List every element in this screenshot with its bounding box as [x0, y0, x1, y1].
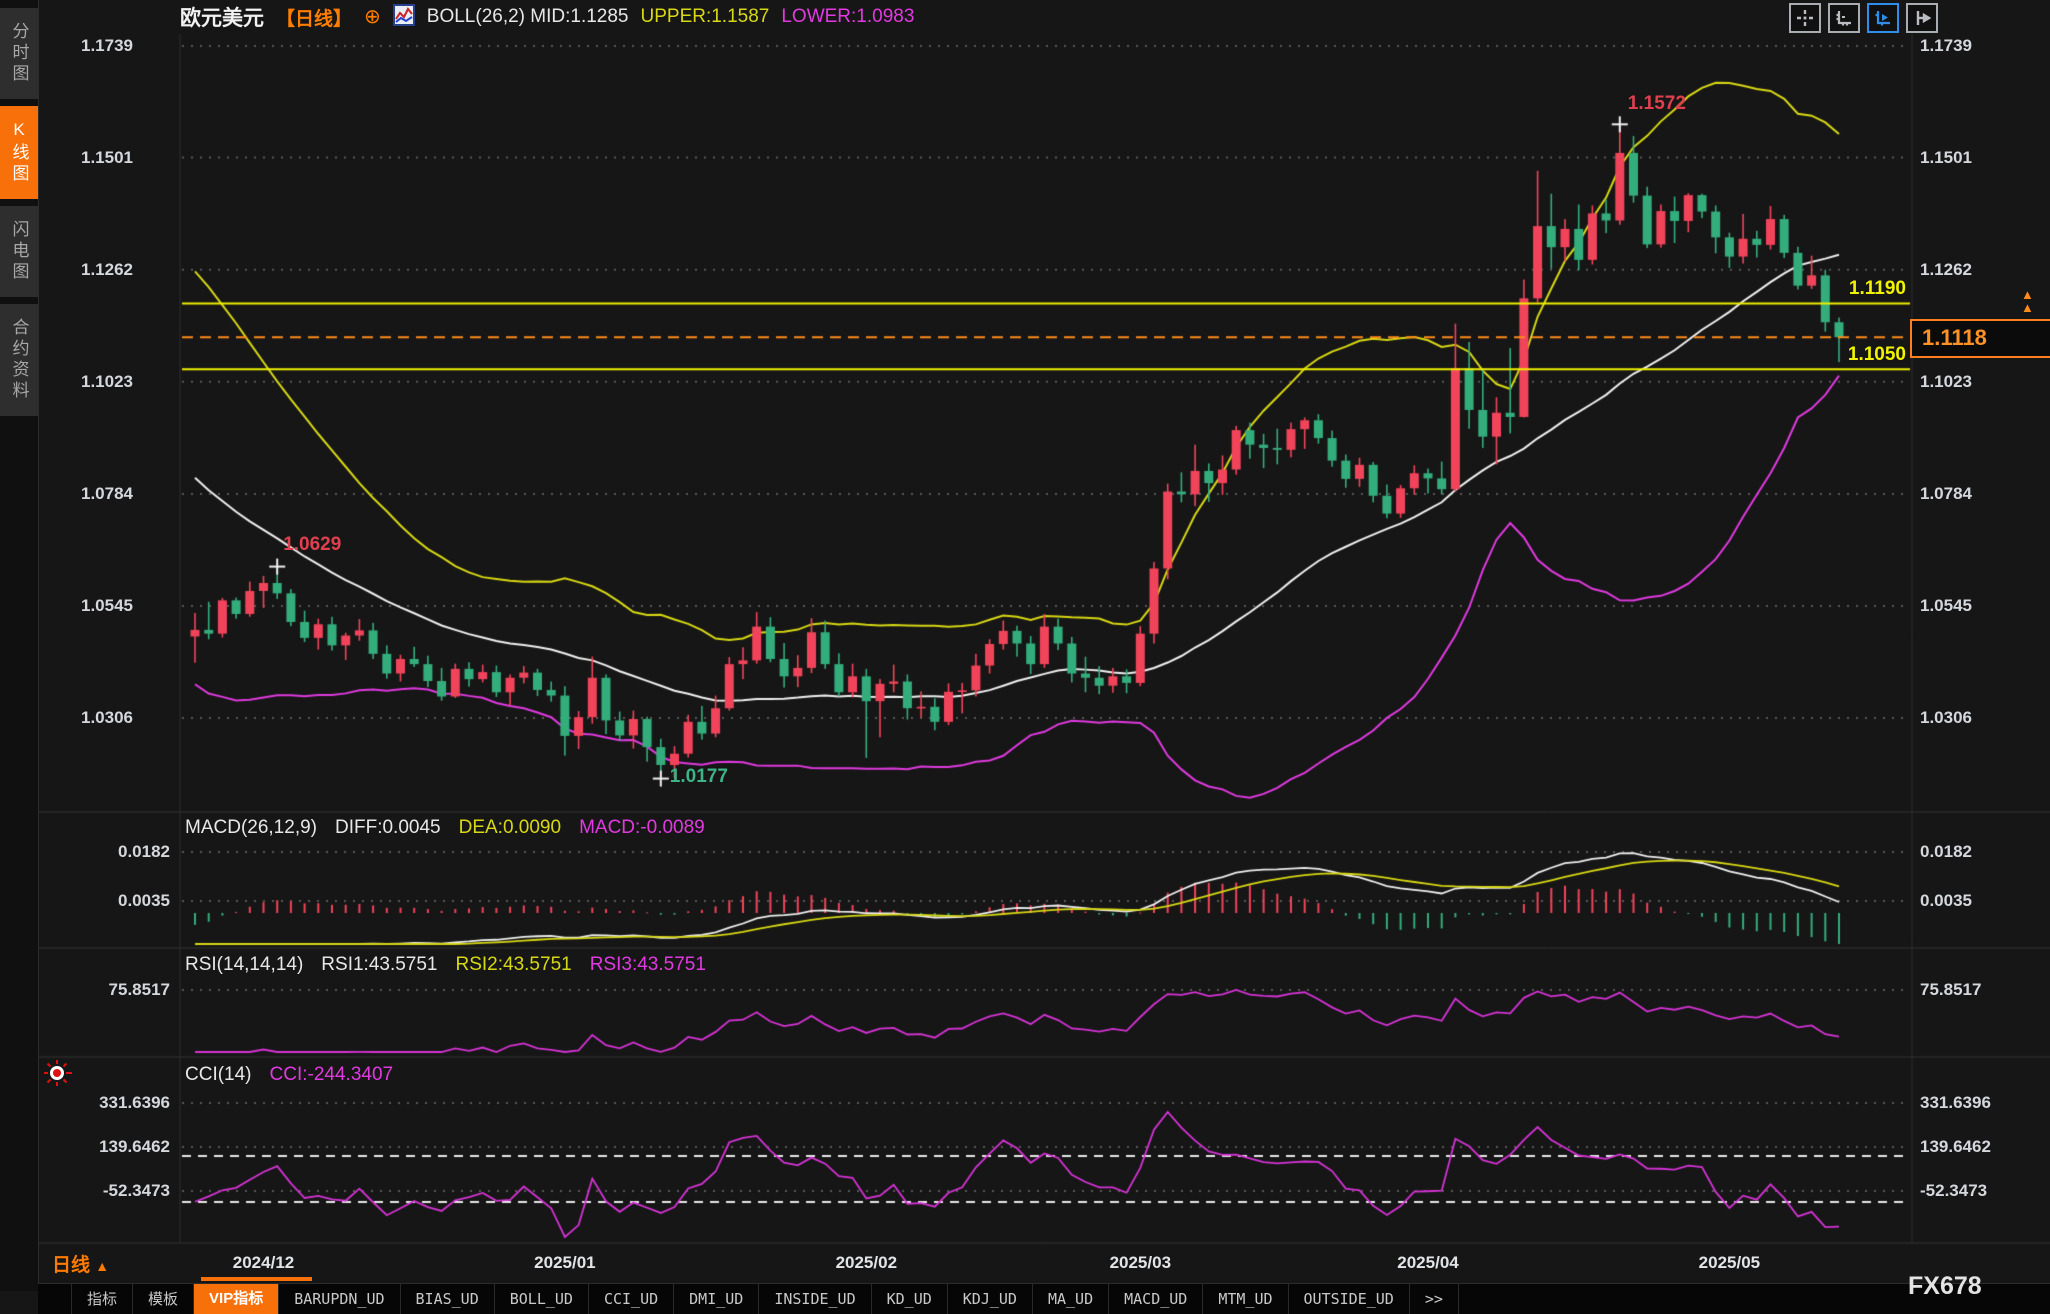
price-tick-left: 1.0306 [81, 708, 133, 728]
rsi1-value: RSI1:43.5751 [321, 954, 438, 975]
chevron-up-icon: ▲ [95, 1258, 110, 1274]
cci-tick-left: 139.6462 [99, 1137, 170, 1156]
bottom-toolbar: 指标 模板 VIP指标 BARUPDN_UD BIAS_UD BOLL_UD CCI_UD D… [38, 1283, 2050, 1314]
resistance-level-label: 1.1190 [1848, 278, 1906, 300]
left-sidebar: 分时图 K线图闪电图合约资料 [0, 0, 39, 1291]
toolbar-item[interactable]: KD_UD [872, 1284, 948, 1314]
annotation-high: 1.1572 [1627, 93, 1686, 115]
cci-tick-left: 331.6396 [99, 1093, 170, 1112]
price-tick-right: 1.0784 [1920, 483, 1972, 503]
chart-toolbar-icons [1789, 3, 1938, 33]
price-tick-left: 1.1023 [81, 371, 133, 391]
period-selector[interactable]: 日线 ▲ [52, 1250, 109, 1277]
time-axis-label: 2025/02 [835, 1253, 898, 1272]
macd-tick-right: 0.0035 [1920, 891, 1972, 910]
boll-lower-label: LOWER:1.0983 [781, 6, 915, 27]
annotation-swing_high: 1.0629 [283, 533, 342, 555]
price-up-arrows-icon: ▲ ▲ [2021, 287, 2034, 315]
price-tick-right: 1.0545 [1920, 595, 1972, 615]
toolbar-item[interactable]: VIP指标 [194, 1284, 280, 1314]
macd-macd-value: MACD:-0.0089 [579, 817, 705, 838]
axis-play-icon[interactable] [1867, 3, 1899, 33]
macd-tick-right: 0.0182 [1920, 842, 1972, 861]
rsi-tick-right: 75.8517 [1920, 980, 1982, 999]
price-tick-left: 1.0784 [81, 483, 133, 503]
period-tag[interactable]: 【日线】 [276, 8, 353, 30]
axis-shift-icon[interactable] [1906, 3, 1938, 33]
toolbar-item[interactable]: KDJ_UD [948, 1284, 1033, 1314]
toolbar-item[interactable]: MTM_UD [1203, 1284, 1289, 1314]
boll-upper-label: UPPER:1.1587 [640, 6, 770, 27]
price-tick-right: 1.1739 [1920, 36, 1972, 55]
time-axis-label: 2025/04 [1397, 1253, 1459, 1272]
price-tick-right: 1.0306 [1920, 708, 1972, 728]
time-scrollbar-thumb[interactable] [201, 1277, 312, 1281]
period-selector-label: 日线 [52, 1255, 91, 1276]
alert-blink-icon[interactable] [42, 1058, 72, 1093]
price-tick-right: 1.1262 [1920, 259, 1972, 279]
macd-panel-header: MACD(26,12,9) DIFF:0.0045 DEA:0.0090 MAC… [185, 817, 705, 839]
macd-diff-value: DIFF:0.0045 [335, 817, 441, 838]
cci-tick-left: -52.3473 [102, 1181, 170, 1200]
current-price-value: 1.1118 [1922, 325, 1987, 350]
time-axis-label: 2025/03 [1109, 1253, 1172, 1272]
add-indicator-icon[interactable]: ⊕ [364, 6, 381, 28]
price-tick-left: 1.1501 [81, 147, 133, 167]
toolbar-item[interactable]: BIAS_UD [401, 1284, 495, 1314]
current-price-box: 1.1118 [1910, 319, 2050, 358]
rsi2-value: RSI2:43.5751 [455, 954, 572, 975]
toolbar-item[interactable]: INSIDE_UD [759, 1284, 872, 1314]
macd-dea-value: DEA:0.0090 [458, 817, 562, 838]
toolbar-item[interactable]: >> [1410, 1284, 1459, 1314]
time-axis-label: 2025/01 [534, 1253, 596, 1272]
toolbar-item[interactable]: CCI_UD [589, 1284, 675, 1314]
chart-header: 欧元美元 【日线】 ⊕ BOLL(26,2) MID:1.1285 UPPER:… [180, 3, 914, 31]
pan-icon[interactable] [1789, 3, 1821, 33]
toolbar-item[interactable]: MA_UD [1033, 1284, 1110, 1314]
price-tick-left: 1.1262 [81, 259, 133, 279]
cci-title: CCI(14) [185, 1064, 252, 1085]
time-axis-label: 2025/05 [1698, 1253, 1761, 1272]
boll-mid-label: BOLL(26,2) MID:1.1285 [426, 6, 629, 27]
cci-panel-header: CCI(14) CCI:-244.3407 [185, 1064, 393, 1086]
toolbar-item[interactable]: 模板 [133, 1284, 195, 1314]
toolbar-item[interactable]: DMI_UD [674, 1284, 760, 1314]
toolbar-item[interactable]: MACD_UD [1109, 1284, 1204, 1314]
rsi-tick-left: 75.8517 [108, 980, 170, 999]
cci-tick-right: 331.6396 [1920, 1093, 1991, 1112]
annotation-low: 1.0177 [669, 765, 728, 787]
price-tick-left: 1.0545 [81, 595, 133, 615]
toolbar-item[interactable]: 指标 [72, 1284, 134, 1314]
toolbar-item[interactable]: BOLL_UD [495, 1284, 589, 1314]
macd-tick-left: 0.0182 [118, 842, 170, 861]
cci-tick-right: 139.6462 [1920, 1137, 1991, 1156]
axis-scale-icon[interactable] [1828, 3, 1860, 33]
rsi-title: RSI(14,14,14) [185, 954, 304, 975]
cci-value: CCI:-244.3407 [269, 1064, 394, 1085]
cci-tick-right: -52.3473 [1920, 1181, 1988, 1200]
macd-title: MACD(26,12,9) [185, 817, 317, 838]
rsi3-value: RSI3:43.5751 [589, 954, 706, 975]
time-axis-label: 2024/12 [232, 1253, 295, 1272]
sidebar-item-3[interactable]: 闪电图 [0, 206, 38, 297]
price-tick-right: 1.1501 [1920, 147, 1972, 167]
toolbar-item[interactable]: BARUPDN_UD [279, 1284, 401, 1314]
rsi-panel-header: RSI(14,14,14) RSI1:43.5751 RSI2:43.5751 … [185, 954, 706, 976]
sidebar-item-2[interactable]: K线图 [0, 106, 38, 199]
toolbar-item[interactable]: OUTSIDE_UD [1289, 1284, 1410, 1314]
price-tick-left: 1.1739 [81, 36, 133, 55]
sidebar-item-1[interactable]: 分时图 [0, 8, 38, 99]
support-level-label: 1.1050 [1847, 344, 1906, 366]
symbol-title: 欧元美元 [180, 7, 264, 30]
chart-type-icon[interactable] [392, 3, 415, 31]
sidebar-item-4[interactable]: 合约资料 [0, 304, 38, 416]
macd-tick-left: 0.0035 [118, 891, 170, 910]
toolbar-spacer [38, 1284, 72, 1314]
price-tick-right: 1.1023 [1920, 371, 1972, 391]
brand-watermark: FX678 [1908, 1272, 1982, 1300]
